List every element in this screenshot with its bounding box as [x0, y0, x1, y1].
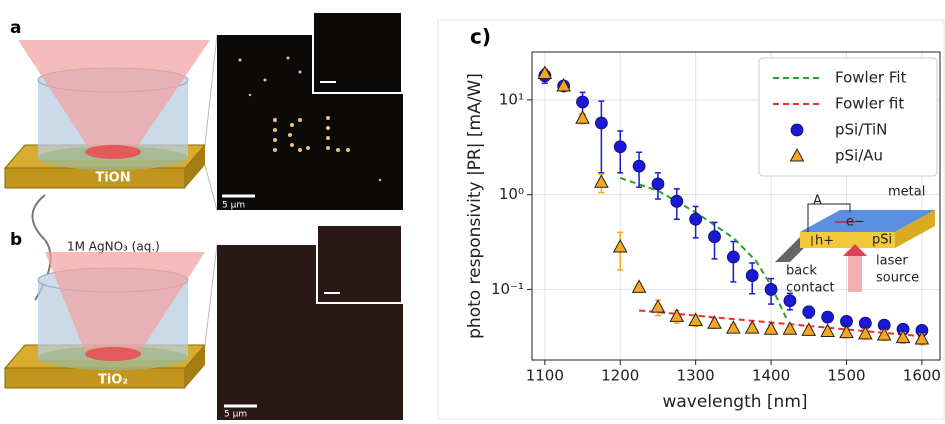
panel-b: b TiO₂ 5 μm [3, 224, 403, 420]
substrate-side [4, 367, 186, 389]
marker [745, 269, 759, 282]
marker [613, 140, 627, 154]
legend-label: pSi/Au [835, 147, 883, 165]
marker [820, 323, 835, 337]
marker [594, 174, 609, 188]
annotation: source [876, 271, 919, 286]
marker [764, 283, 778, 296]
marker [612, 238, 628, 253]
marker [802, 305, 816, 319]
x-axis-label: wavelength [nm] [662, 392, 807, 412]
fit-line [638, 309, 922, 338]
connector [204, 34, 218, 146]
panel-label: c) [470, 25, 491, 49]
x-tick-label: 1200 [601, 367, 639, 385]
legend-label: Fowler Fit [835, 69, 907, 87]
scale-bar-label: 5 μm [224, 410, 247, 420]
fit-line [619, 177, 788, 319]
annotation: contact [786, 281, 835, 296]
marker [594, 116, 608, 130]
inset-schematic [775, 203, 935, 292]
annotation: A [813, 194, 822, 209]
x-tick-label: 1400 [752, 367, 790, 385]
legend-marker [790, 123, 804, 137]
marker [632, 159, 646, 173]
laser-cone [45, 252, 205, 352]
marker [576, 95, 589, 109]
arrow [31, 194, 46, 241]
marker [556, 77, 572, 92]
annotation: pSi [872, 233, 892, 248]
metal-layer [800, 210, 935, 232]
legend-box [758, 57, 938, 177]
laser-beam [848, 252, 862, 292]
circuit-wire [807, 203, 851, 232]
connector [204, 164, 218, 211]
legend-marker [789, 147, 805, 162]
micrograph-inset [312, 11, 403, 94]
marker [537, 65, 553, 79]
annotation: h+ [815, 234, 834, 249]
legend-label: Fowler fit [835, 95, 904, 113]
substrate-label: TiO₂ [98, 373, 128, 388]
psi-edge [895, 210, 935, 248]
marker [575, 110, 590, 124]
icl-pattern [238, 56, 382, 182]
substrate-label: TiON [95, 171, 130, 186]
scale-bar-label: 5 μm [222, 201, 245, 211]
marker [707, 315, 722, 329]
marker [688, 312, 703, 326]
marker [631, 279, 647, 293]
panel-frame [437, 19, 945, 420]
marker [876, 327, 892, 341]
y-tick-label: 10⁰ [499, 185, 524, 203]
laser-spot [85, 145, 141, 159]
panel-label: b [10, 230, 22, 250]
panel-label: a [10, 18, 21, 38]
marker [708, 230, 721, 244]
micrograph-inset [316, 224, 403, 304]
marker [763, 321, 779, 335]
laser-cone [18, 40, 210, 150]
connector [204, 244, 218, 346]
annotation: metal [888, 185, 925, 200]
marker [669, 308, 685, 322]
psi-layer [800, 232, 895, 248]
marker [726, 320, 741, 334]
marker [744, 320, 760, 334]
marker [726, 250, 740, 264]
annotation: back [786, 264, 817, 279]
marker [689, 212, 703, 226]
panel-a: a TiON 5 μm [3, 11, 403, 211]
substrate-edge [185, 145, 205, 188]
annotation: laser [876, 254, 908, 269]
x-tick-label: 1500 [827, 367, 865, 385]
marker [821, 310, 835, 324]
marker [650, 299, 666, 313]
marker [670, 194, 684, 208]
marker [782, 321, 798, 335]
x-tick-label: 1300 [677, 367, 715, 385]
marker [857, 325, 873, 340]
x-tick-label: 1600 [903, 367, 941, 385]
y-tick-label: 10⁻¹ [491, 280, 524, 298]
marker [914, 330, 930, 345]
x-tick-label: 1100 [526, 367, 564, 385]
plot: 1100 1200 1300 1400 1500 1600 10⁻¹ 10⁰ 10¹ Fowler… [491, 51, 941, 385]
marker [839, 324, 854, 339]
plot-frame [531, 51, 941, 361]
substrate-edge [185, 345, 205, 388]
laser-arrow [843, 244, 867, 256]
y-tick-label: 10¹ [499, 90, 524, 108]
marker [801, 322, 817, 336]
annotation: e− [846, 215, 865, 230]
reagent-label: 1M AgNO₃ (aq.) [67, 240, 160, 254]
marker [651, 177, 665, 191]
marker [895, 329, 911, 344]
laser-spot [85, 347, 141, 361]
marker [783, 294, 797, 308]
legend-label: pSi/TiN [835, 121, 887, 139]
y-axis-label: photo responsivity |PR| [mA/W] [465, 73, 485, 339]
